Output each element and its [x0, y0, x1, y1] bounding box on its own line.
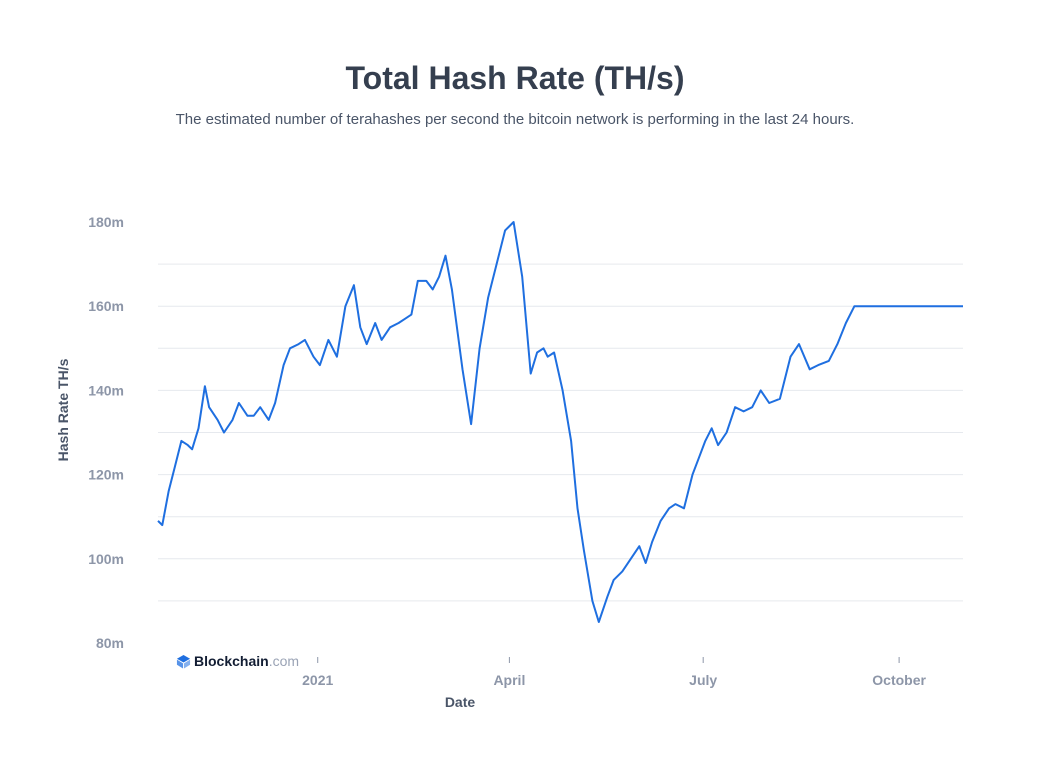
- y-axis-ticks: 80m 100m 120m 140m 160m 180m: [88, 214, 124, 651]
- y-axis-title: Hash Rate TH/s: [55, 358, 71, 461]
- logo-tld: .com: [268, 653, 300, 669]
- y-tick-label: 120m: [88, 467, 124, 483]
- logo-brand-name: Blockchain: [194, 653, 269, 669]
- x-axis-ticks: 2021 April July October: [302, 657, 926, 688]
- x-axis-title: Date: [445, 694, 476, 710]
- page-subtitle: The estimated number of terahashes per s…: [175, 111, 855, 128]
- page-title: Total Hash Rate (TH/s): [345, 60, 685, 96]
- hash-rate-series-line: [157, 221, 963, 623]
- y-tick-label: 140m: [88, 382, 124, 398]
- x-tick-label: 2021: [302, 672, 333, 688]
- blockchain-logo: Blockchain .com: [176, 653, 299, 669]
- y-tick-label: 180m: [88, 214, 124, 230]
- x-tick-label: October: [872, 672, 926, 688]
- y-tick-label: 100m: [88, 551, 124, 567]
- x-tick-label: July: [689, 672, 717, 688]
- y-tick-label: 80m: [96, 635, 124, 651]
- grid-lines: [158, 263, 963, 602]
- blockchain-logo-icon: [176, 654, 191, 669]
- y-tick-label: 160m: [88, 298, 124, 314]
- x-tick-label: April: [493, 672, 525, 688]
